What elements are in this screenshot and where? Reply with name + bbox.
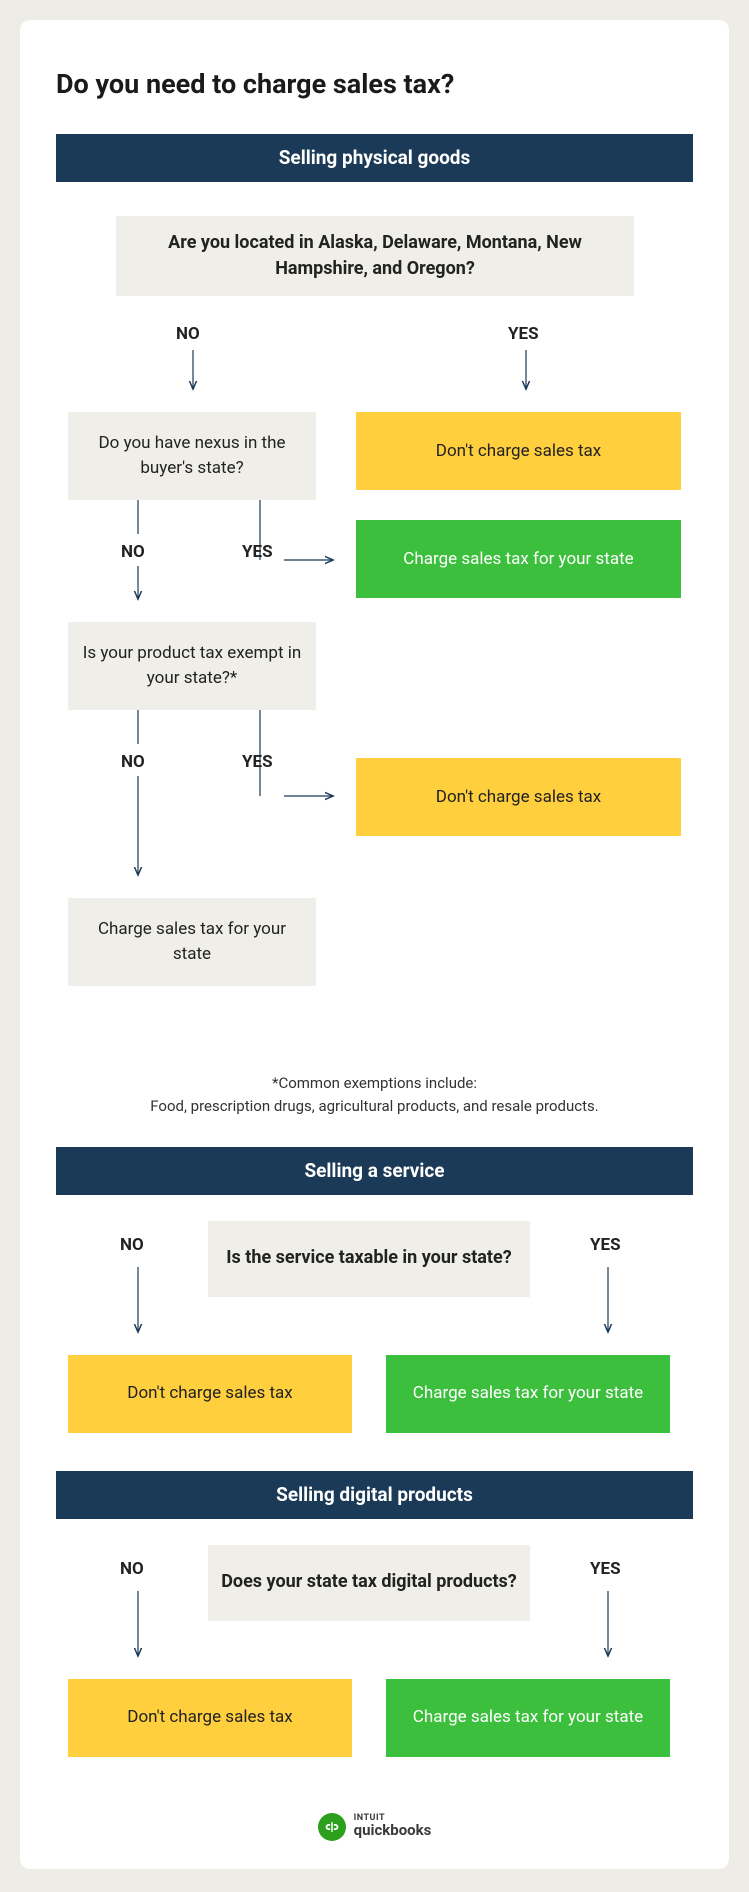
branch-label-yes: YES [242, 542, 273, 562]
question-nexus: Do you have nexus in the buyer's state? [68, 412, 316, 500]
result-charge-digital: Charge sales tax for your state [386, 1679, 670, 1757]
branch-label-no: NO [176, 324, 200, 344]
brand-logo: INTUIT quickbooks [56, 1813, 693, 1841]
branch-label-yes: YES [590, 1235, 621, 1255]
branch-label-yes: YES [590, 1559, 621, 1579]
section-header-service: Selling a service [56, 1147, 693, 1195]
branch-label-no: NO [121, 752, 145, 772]
question-exempt: Is your product tax exempt in your state… [68, 622, 316, 710]
result-charge-service: Charge sales tax for your state [386, 1355, 670, 1433]
branch-label-no: NO [120, 1559, 144, 1579]
result-dont-charge-1: Don't charge sales tax [356, 412, 681, 490]
branch-label-yes: YES [508, 324, 539, 344]
page-title: Do you need to charge sales tax? [56, 68, 693, 100]
flowchart-physical: Are you located in Alaska, Delaware, Mon… [56, 182, 693, 1072]
result-dont-charge-service: Don't charge sales tax [68, 1355, 352, 1433]
result-dont-charge-2: Don't charge sales tax [356, 758, 681, 836]
quickbooks-badge-icon [318, 1813, 346, 1841]
infographic-card: Do you need to charge sales tax? Selling… [20, 20, 729, 1869]
brand-text: INTUIT quickbooks [354, 1814, 432, 1839]
result-dont-charge-digital: Don't charge sales tax [68, 1679, 352, 1757]
question-digital-taxable: Does your state tax digital products? [208, 1545, 530, 1621]
question-service-taxable: Is the service taxable in your state? [208, 1221, 530, 1297]
section-header-physical: Selling physical goods [56, 134, 693, 182]
flowchart-service: NO Is the service taxable in your state?… [56, 1195, 693, 1451]
brand-line2: quickbooks [354, 1823, 432, 1839]
branch-label-yes: YES [242, 752, 273, 772]
branch-label-no: NO [121, 542, 145, 562]
footnote-line2: Food, prescription drugs, agricultural p… [56, 1095, 693, 1118]
question-located-states: Are you located in Alaska, Delaware, Mon… [116, 216, 634, 296]
section-header-digital: Selling digital products [56, 1471, 693, 1519]
flowchart-digital: NO Does your state tax digital products?… [56, 1519, 693, 1775]
footnote: *Common exemptions include: Food, prescr… [56, 1072, 693, 1119]
branch-label-no: NO [120, 1235, 144, 1255]
result-charge-1: Charge sales tax for your state [356, 520, 681, 598]
footnote-line1: *Common exemptions include: [56, 1072, 693, 1095]
result-charge-gray: Charge sales tax for your state [68, 898, 316, 986]
